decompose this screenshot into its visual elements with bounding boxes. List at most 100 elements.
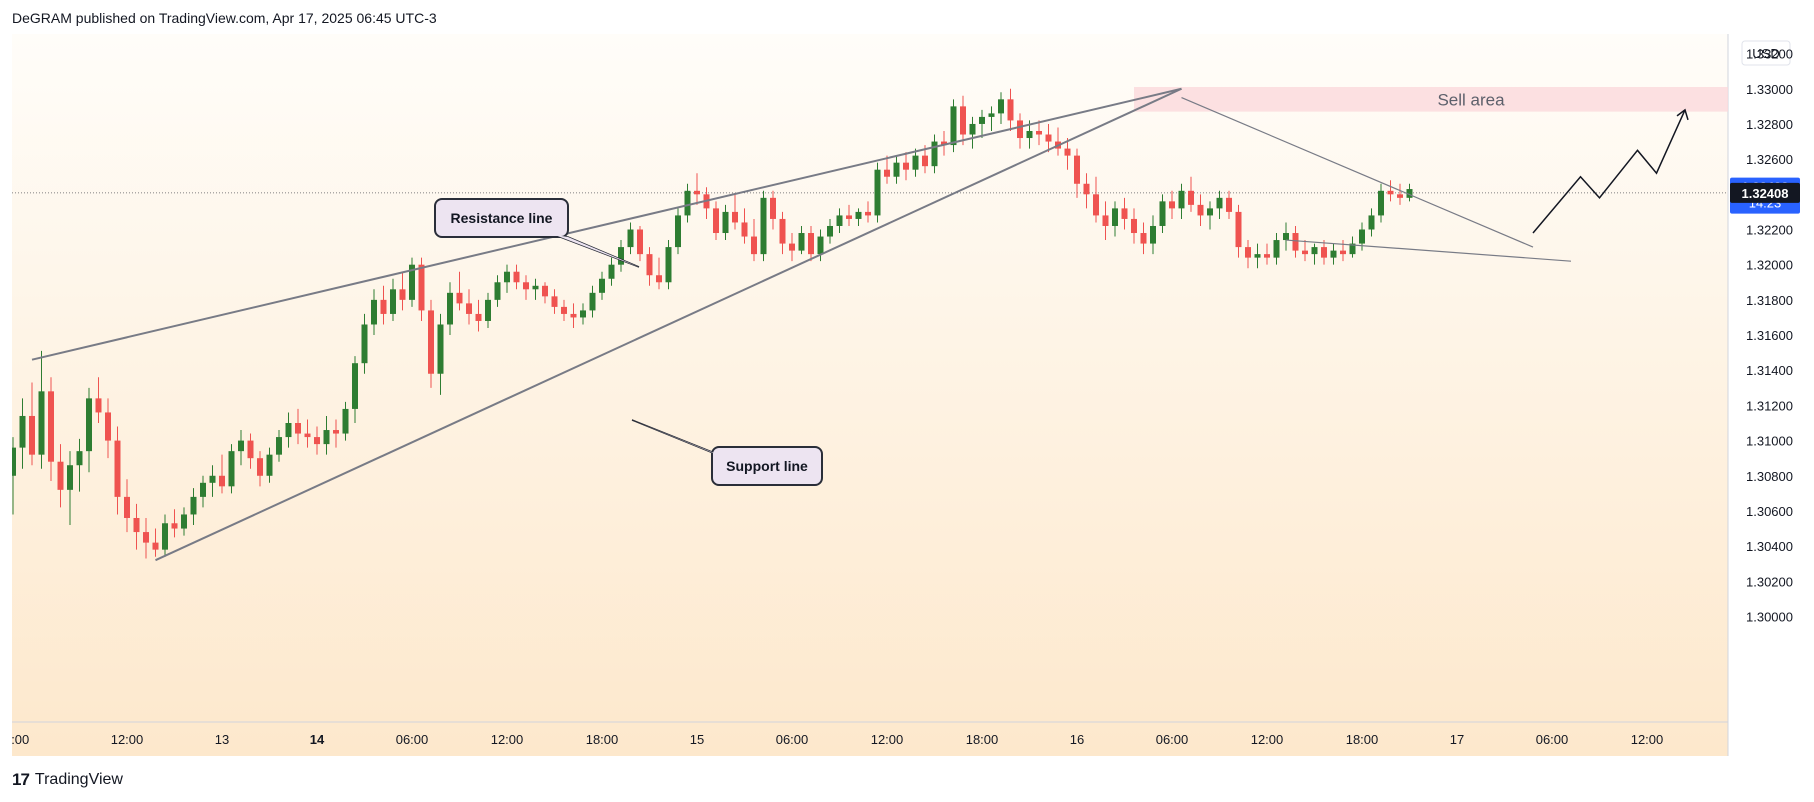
candle-body — [181, 514, 187, 529]
candle-body — [779, 218, 786, 244]
candle-body — [741, 222, 748, 237]
candle-body — [1264, 254, 1270, 258]
candle-body — [1026, 130, 1033, 139]
candle-body — [333, 430, 339, 434]
candle-body — [637, 229, 643, 255]
candle — [162, 514, 168, 557]
candle — [1045, 123, 1052, 153]
time-tick-label: 16 — [1070, 732, 1084, 747]
support-trendline — [155, 87, 1182, 562]
candle — [352, 356, 358, 423]
candle-body — [627, 229, 634, 248]
candle — [133, 503, 140, 550]
candle — [285, 412, 292, 448]
candle — [247, 433, 254, 469]
price-tick-label: 1.30800 — [1746, 469, 1793, 484]
candle-body — [580, 310, 586, 318]
candle-body — [494, 282, 501, 300]
candle-body — [684, 190, 691, 216]
candle-body — [722, 211, 729, 234]
candle — [551, 289, 558, 314]
candle — [105, 398, 111, 459]
candle — [979, 109, 985, 139]
candle — [732, 194, 738, 230]
currency-label[interactable]: USD — [1752, 46, 1779, 61]
price-tick-label: 1.32200 — [1746, 223, 1793, 238]
candle — [1178, 183, 1185, 219]
candle — [694, 173, 700, 205]
candle-body — [361, 324, 368, 364]
price-tick-label: 1.33200 — [1746, 47, 1793, 62]
candle — [181, 507, 187, 536]
candle — [19, 398, 26, 469]
chart-area[interactable]: USD Sell area Resistance line Support lin… — [0, 34, 1802, 758]
candle — [570, 303, 577, 329]
candle-body — [1036, 130, 1042, 135]
candlestick-chart[interactable]: USD Sell area Resistance line Support lin… — [0, 34, 1802, 758]
candle-body — [190, 496, 197, 515]
time-tick-label: 06:00 — [1156, 732, 1189, 747]
time-tick-label: 06:00 — [1536, 732, 1569, 747]
candle-body — [266, 454, 273, 476]
price-tags: 1.3243814:231.32408 — [1730, 177, 1800, 214]
candle — [998, 92, 1004, 124]
candle-body — [570, 313, 577, 318]
candle-body — [1140, 233, 1147, 244]
candle — [67, 451, 73, 526]
candle — [143, 517, 149, 559]
candle-body — [1159, 201, 1166, 226]
time-tick-label: 15 — [690, 732, 704, 747]
candle — [1283, 222, 1289, 251]
price-tick-label: 1.31000 — [1746, 434, 1793, 449]
time-tick-label: 06:00 — [776, 732, 809, 747]
price-tick-label: 1.33000 — [1746, 82, 1793, 97]
candle-body — [874, 169, 881, 216]
candle-body — [969, 123, 976, 135]
candle-body — [285, 423, 292, 438]
candle-body — [428, 310, 434, 374]
currency-box[interactable] — [1741, 40, 1791, 66]
candle-body — [789, 243, 795, 251]
candle — [1197, 194, 1204, 226]
plot-background — [12, 34, 1728, 756]
time-tick-label: 06:00 — [396, 732, 429, 747]
candle — [10, 437, 16, 515]
candle-body — [770, 197, 776, 219]
candle-body — [48, 391, 54, 462]
candle — [618, 240, 624, 272]
candle — [1207, 201, 1213, 230]
candle-body — [998, 99, 1004, 114]
candle-body — [399, 289, 406, 300]
candle-body — [798, 233, 805, 251]
candle — [1245, 240, 1251, 269]
candle — [741, 208, 748, 244]
candle — [475, 299, 482, 332]
candle — [380, 285, 387, 325]
candle — [770, 190, 776, 230]
candle-body — [352, 363, 358, 409]
resistance-callout: Resistance line — [434, 198, 640, 268]
candle — [124, 479, 130, 533]
candle — [950, 99, 957, 153]
candle — [304, 419, 311, 448]
candle-body — [219, 475, 225, 487]
candle — [57, 444, 64, 508]
candle — [456, 271, 463, 311]
candle — [1112, 201, 1118, 237]
price-tick-label: 1.30600 — [1746, 504, 1793, 519]
candle — [608, 257, 615, 286]
candle-body — [1340, 250, 1346, 255]
time-tick-label: 13 — [215, 732, 229, 747]
time-tick-label: 18:00 — [1346, 732, 1379, 747]
candle — [941, 130, 947, 156]
candle-body — [646, 254, 653, 276]
footer-brand[interactable]: 17 TradingView — [12, 770, 123, 790]
candle — [903, 152, 909, 181]
candle — [798, 225, 805, 255]
candle-body — [1102, 215, 1109, 226]
candle — [817, 229, 824, 262]
candle-body — [1254, 254, 1261, 258]
candle-body — [1112, 208, 1118, 226]
time-axis[interactable]: 06:00 12:00 13 14 06:00 12:00 18:00 15 06:00 12:0… — [0, 732, 1663, 747]
candle — [1131, 208, 1137, 244]
